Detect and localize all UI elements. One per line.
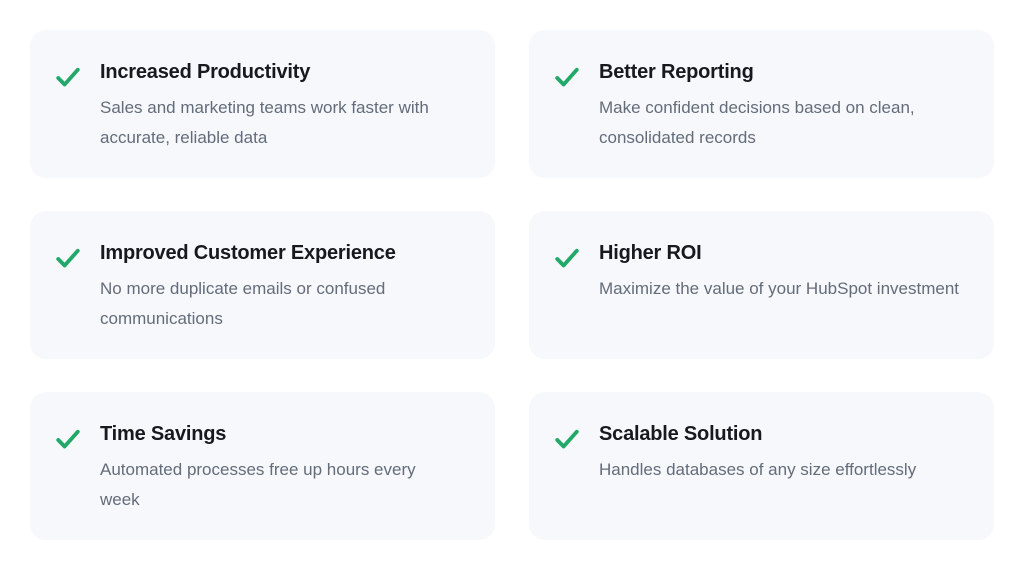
benefit-card-body: Time Savings Automated processes free up… bbox=[100, 422, 463, 515]
benefit-card-body: Higher ROI Maximize the value of your Hu… bbox=[599, 241, 962, 304]
checkmark-icon bbox=[52, 61, 84, 93]
benefit-description: Maximize the value of your HubSpot inves… bbox=[599, 279, 960, 298]
benefit-card: Improved Customer Experience No more dup… bbox=[30, 211, 495, 359]
benefit-card: Time Savings Automated processes free up… bbox=[30, 392, 495, 540]
benefit-card-body: Increased Productivity Sales and marketi… bbox=[100, 60, 463, 153]
benefit-title: Better Reporting bbox=[599, 61, 754, 83]
benefit-card-body: Improved Customer Experience No more dup… bbox=[100, 241, 463, 334]
benefit-card-body: Better Reporting Make confident decision… bbox=[599, 60, 962, 153]
checkmark-icon bbox=[551, 423, 583, 455]
checkmark-icon bbox=[52, 242, 84, 274]
checkmark-icon bbox=[551, 61, 583, 93]
benefit-description: Make confident decisions based on clean,… bbox=[599, 98, 915, 147]
benefit-title: Improved Customer Experience bbox=[100, 242, 396, 264]
benefit-description: Handles databases of any size effortless… bbox=[599, 460, 917, 479]
checkmark-icon bbox=[52, 423, 84, 455]
benefit-card-body: Scalable Solution Handles databases of a… bbox=[599, 422, 962, 485]
benefit-description: Sales and marketing teams work faster wi… bbox=[100, 98, 429, 147]
benefit-description: No more duplicate emails or confused com… bbox=[100, 279, 386, 328]
checkmark-icon bbox=[551, 242, 583, 274]
benefit-card: Increased Productivity Sales and marketi… bbox=[30, 30, 495, 178]
benefit-title: Time Savings bbox=[100, 423, 227, 445]
benefit-card: Scalable Solution Handles databases of a… bbox=[529, 392, 994, 540]
benefit-card: Higher ROI Maximize the value of your Hu… bbox=[529, 211, 994, 359]
benefit-card: Better Reporting Make confident decision… bbox=[529, 30, 994, 178]
benefit-description: Automated processes free up hours every … bbox=[100, 460, 416, 509]
benefit-title: Increased Productivity bbox=[100, 61, 311, 83]
benefit-title: Higher ROI bbox=[599, 242, 702, 264]
benefit-title: Scalable Solution bbox=[599, 423, 763, 445]
